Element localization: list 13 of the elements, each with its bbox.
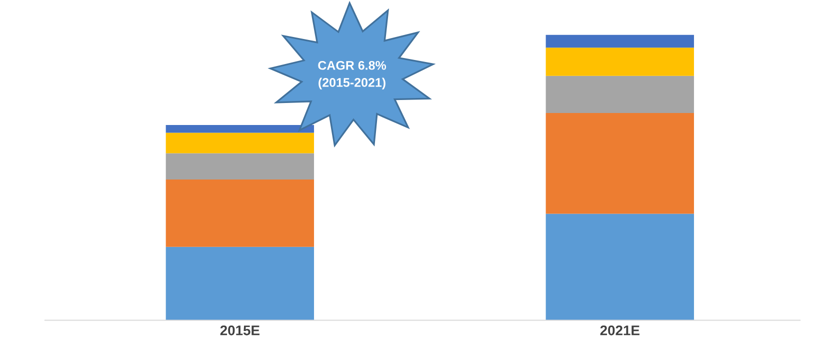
bar xyxy=(166,153,314,180)
bar xyxy=(166,132,314,154)
bar xyxy=(546,34,694,48)
bar xyxy=(546,214,694,320)
x-tick-label: 2021E xyxy=(600,325,640,336)
annotation: CAGR 6.8% (2015-2021) xyxy=(318,60,386,90)
x-tick-label: 2015E xyxy=(220,325,260,336)
bar xyxy=(546,113,694,214)
bar xyxy=(166,246,314,320)
bar xyxy=(546,48,694,76)
bar xyxy=(166,125,314,133)
bar xyxy=(546,76,694,114)
bar xyxy=(166,180,314,247)
